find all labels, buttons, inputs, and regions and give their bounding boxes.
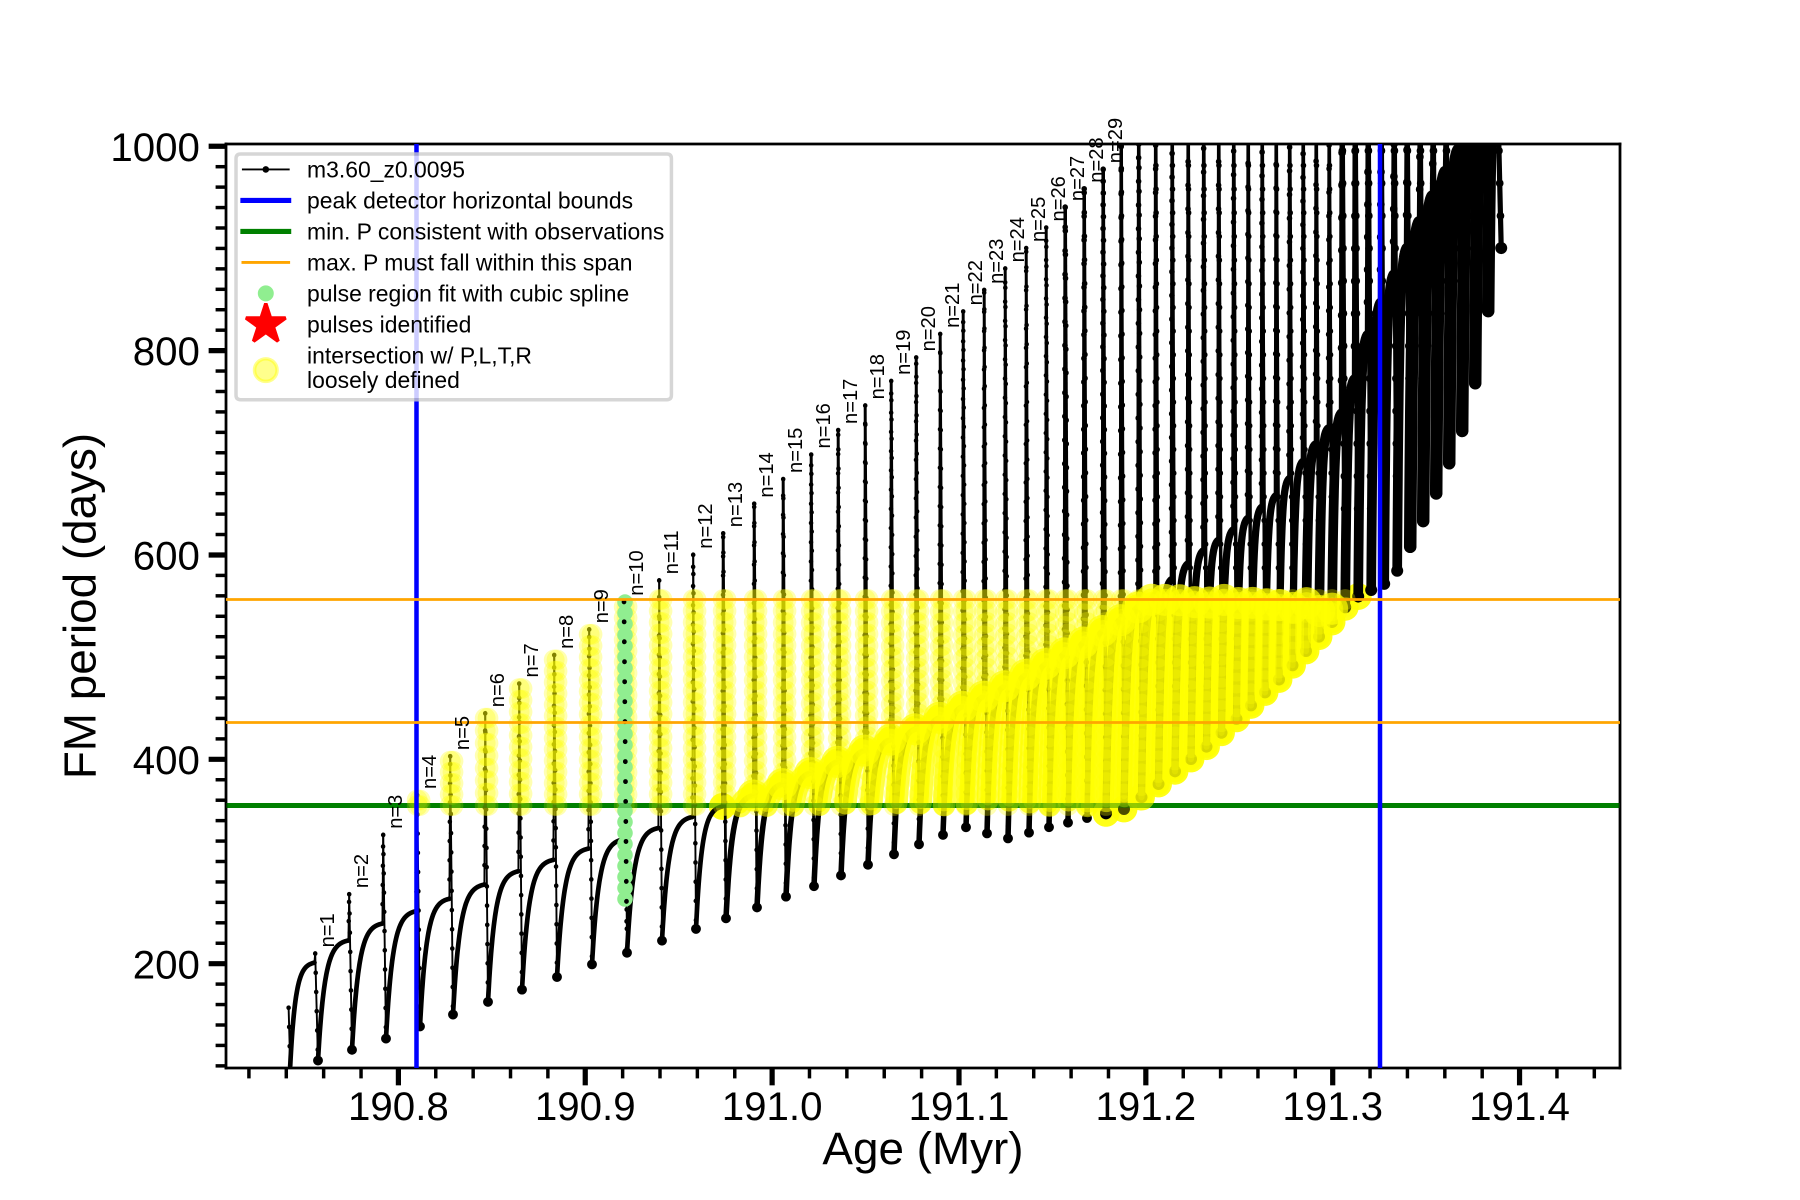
svg-text:n=14: n=14: [756, 452, 778, 497]
svg-text:n=4: n=4: [419, 755, 441, 789]
svg-text:200: 200: [133, 942, 200, 987]
svg-text:loosely defined: loosely defined: [307, 367, 460, 393]
svg-text:191.2: 191.2: [1095, 1084, 1196, 1129]
svg-text:n=1: n=1: [317, 913, 339, 947]
svg-text:n=28: n=28: [1086, 137, 1108, 182]
svg-text:n=10: n=10: [626, 550, 648, 595]
svg-text:m3.60_z0.0095: m3.60_z0.0095: [307, 156, 465, 182]
svg-text:191.4: 191.4: [1469, 1084, 1570, 1129]
svg-text:n=16: n=16: [813, 403, 835, 448]
svg-text:191.0: 191.0: [722, 1084, 823, 1129]
svg-text:190.8: 190.8: [348, 1084, 449, 1129]
svg-text:n=18: n=18: [867, 354, 889, 399]
svg-text:n=20: n=20: [918, 306, 940, 351]
svg-text:n=13: n=13: [725, 482, 747, 527]
svg-text:FM period (days): FM period (days): [55, 433, 106, 779]
svg-text:n=5: n=5: [452, 716, 474, 750]
svg-text:n=12: n=12: [695, 503, 717, 548]
svg-text:n=8: n=8: [556, 615, 578, 649]
svg-text:600: 600: [133, 534, 200, 579]
svg-text:min. P consistent with observa: min. P consistent with observations: [307, 218, 664, 244]
svg-text:n=25: n=25: [1028, 197, 1050, 242]
svg-text:191.3: 191.3: [1282, 1084, 1383, 1129]
svg-text:n=26: n=26: [1048, 176, 1070, 221]
svg-text:n=24: n=24: [1007, 217, 1029, 262]
svg-text:191.1: 191.1: [909, 1084, 1010, 1129]
svg-text:n=7: n=7: [521, 643, 543, 677]
svg-text:1000: 1000: [110, 125, 200, 170]
svg-text:n=27: n=27: [1067, 156, 1089, 201]
svg-text:n=29: n=29: [1105, 118, 1127, 163]
svg-text:n=21: n=21: [942, 283, 964, 328]
svg-text:pulse region fit with cubic sp: pulse region fit with cubic spline: [307, 280, 629, 306]
svg-text:190.9: 190.9: [535, 1084, 636, 1129]
svg-text:400: 400: [133, 738, 200, 783]
svg-text:n=17: n=17: [840, 379, 862, 424]
svg-text:n=9: n=9: [591, 589, 613, 623]
svg-text:n=2: n=2: [351, 854, 373, 888]
svg-text:n=6: n=6: [487, 673, 509, 707]
svg-text:n=3: n=3: [385, 795, 407, 829]
svg-text:max. P must fall within this s: max. P must fall within this span: [307, 249, 633, 275]
svg-text:800: 800: [133, 329, 200, 374]
svg-text:Age (Myr): Age (Myr): [822, 1123, 1023, 1174]
svg-text:n=19: n=19: [893, 330, 915, 375]
svg-text:n=23: n=23: [986, 239, 1008, 284]
svg-text:intersection w/ P,L,T,R: intersection w/ P,L,T,R: [307, 342, 532, 368]
svg-text:n=15: n=15: [785, 428, 807, 473]
svg-text:n=11: n=11: [661, 530, 683, 574]
svg-text:peak detector horizontal bound: peak detector horizontal bounds: [307, 187, 633, 213]
svg-text:pulses identified: pulses identified: [307, 311, 471, 337]
svg-text:n=22: n=22: [965, 260, 987, 305]
